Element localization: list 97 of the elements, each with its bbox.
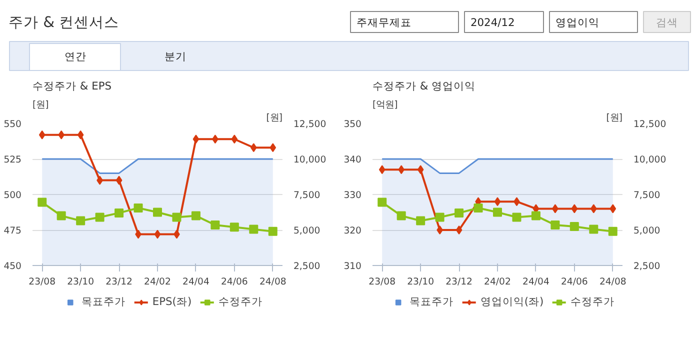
point — [231, 134, 238, 144]
point — [417, 165, 424, 174]
point — [608, 226, 618, 236]
point — [76, 216, 86, 226]
point — [154, 230, 161, 239]
y2-tick-label: 7,500 — [634, 190, 660, 201]
y-tick-label: 350 — [344, 119, 362, 130]
point — [571, 204, 578, 214]
point — [77, 130, 84, 140]
point — [38, 130, 46, 140]
y-tick-label: 550 — [4, 119, 22, 130]
y2-tick-label: 2,500 — [634, 261, 660, 272]
point — [456, 226, 462, 234]
point — [398, 165, 405, 174]
point — [192, 134, 200, 144]
y2-tick-label: 10,000 — [294, 154, 326, 166]
point — [416, 216, 426, 226]
point — [95, 212, 104, 222]
x-tick-label: 24/02 — [144, 276, 171, 288]
point — [172, 212, 182, 222]
point — [590, 204, 597, 214]
x-tick-label: 24/04 — [182, 276, 210, 288]
y-tick-label: 450 — [4, 261, 22, 272]
y2-tick-label: 7,500 — [294, 190, 320, 201]
point — [474, 203, 483, 212]
x-tick-label: 23/12 — [106, 276, 132, 288]
point — [436, 226, 443, 234]
x-tick-label: 24/06 — [560, 276, 588, 288]
legend-label: 수정주가 — [218, 295, 263, 309]
y-tick-label: 340 — [344, 154, 362, 166]
y2-tick-label: 12,500 — [294, 119, 326, 130]
legend-label: 수정주가 — [570, 295, 615, 309]
point — [191, 211, 200, 220]
y2-axis-title: [원] — [606, 112, 623, 124]
point — [114, 208, 124, 218]
y-tick-label: 310 — [344, 261, 362, 272]
point — [116, 176, 122, 185]
text: 주재무제표 — [356, 16, 412, 29]
point — [589, 224, 598, 234]
text: 영업이익 — [556, 16, 600, 29]
point — [270, 143, 276, 152]
text: 검색 — [656, 16, 678, 29]
y-tick-label: 475 — [4, 226, 22, 236]
y-axis-title: [원] — [32, 100, 49, 110]
chart-title: 수정주가 & 영업이익 — [372, 80, 476, 92]
point — [378, 198, 387, 207]
point — [56, 211, 66, 220]
x-tick-label: 23/08 — [28, 276, 56, 288]
point — [38, 198, 47, 207]
x-tick-label: 24/08 — [599, 276, 626, 288]
text: 2024/12 — [470, 16, 515, 29]
legend-label: EPS(좌) — [152, 295, 192, 309]
point — [153, 208, 162, 217]
point — [531, 211, 540, 220]
legend-label: 목표주가 — [409, 295, 454, 309]
x-tick-label: 23/10 — [407, 276, 434, 288]
text: 연간 — [64, 50, 86, 63]
point — [250, 143, 257, 152]
x-tick-label: 24/02 — [484, 276, 511, 288]
text: 주가 & 컨센서스 — [8, 14, 120, 31]
x-tick-label: 23/08 — [368, 276, 396, 288]
y2-tick-label: 10,000 — [634, 154, 666, 166]
legend-label: 영업이익(좌) — [480, 295, 544, 309]
point — [493, 208, 502, 217]
y2-tick-label: 2,500 — [294, 261, 320, 272]
point — [378, 165, 386, 174]
point — [435, 212, 444, 222]
point — [570, 222, 579, 231]
point — [230, 222, 239, 232]
point — [58, 130, 65, 140]
x-tick-label: 24/06 — [220, 276, 248, 288]
point — [268, 226, 278, 236]
y-axis-title: [억원] — [372, 100, 398, 110]
point — [396, 211, 406, 220]
y-tick-label: 330 — [344, 190, 362, 201]
point — [494, 197, 501, 206]
y2-tick-label: 5,000 — [294, 226, 320, 236]
y2-tick-label: 5,000 — [634, 226, 660, 236]
point — [210, 220, 220, 230]
y2-axis-title: [원] — [266, 112, 283, 124]
point — [454, 208, 464, 218]
y-tick-label: 320 — [344, 226, 362, 236]
point — [610, 204, 616, 214]
point — [550, 220, 560, 230]
point — [512, 212, 522, 222]
x-tick-label: 23/10 — [67, 276, 94, 288]
x-tick-label: 23/12 — [446, 276, 472, 288]
y2-tick-label: 12,500 — [634, 119, 666, 130]
point — [134, 203, 143, 212]
x-tick-label: 24/08 — [259, 276, 286, 288]
chart-title: 수정주가 & EPS — [32, 80, 112, 92]
text: 분기 — [164, 50, 186, 63]
y-tick-label: 525 — [4, 154, 22, 166]
y-tick-label: 500 — [4, 190, 22, 201]
legend-label: 목표주가 — [81, 295, 126, 309]
x-tick-label: 24/04 — [522, 276, 550, 288]
point — [249, 224, 258, 234]
